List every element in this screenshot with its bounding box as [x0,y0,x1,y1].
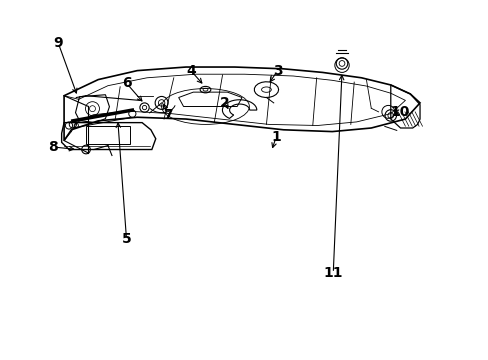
Text: 9: 9 [53,36,63,50]
Text: 2: 2 [220,96,229,110]
Text: 4: 4 [185,64,195,78]
Text: 3: 3 [272,64,282,78]
Text: 10: 10 [390,105,409,119]
Text: 11: 11 [323,266,342,280]
Text: 5: 5 [122,232,131,246]
Text: 7: 7 [163,108,172,122]
Circle shape [69,121,76,128]
Text: 1: 1 [271,130,281,144]
Text: 8: 8 [48,140,58,154]
Text: 6: 6 [122,76,131,90]
Circle shape [128,110,136,117]
